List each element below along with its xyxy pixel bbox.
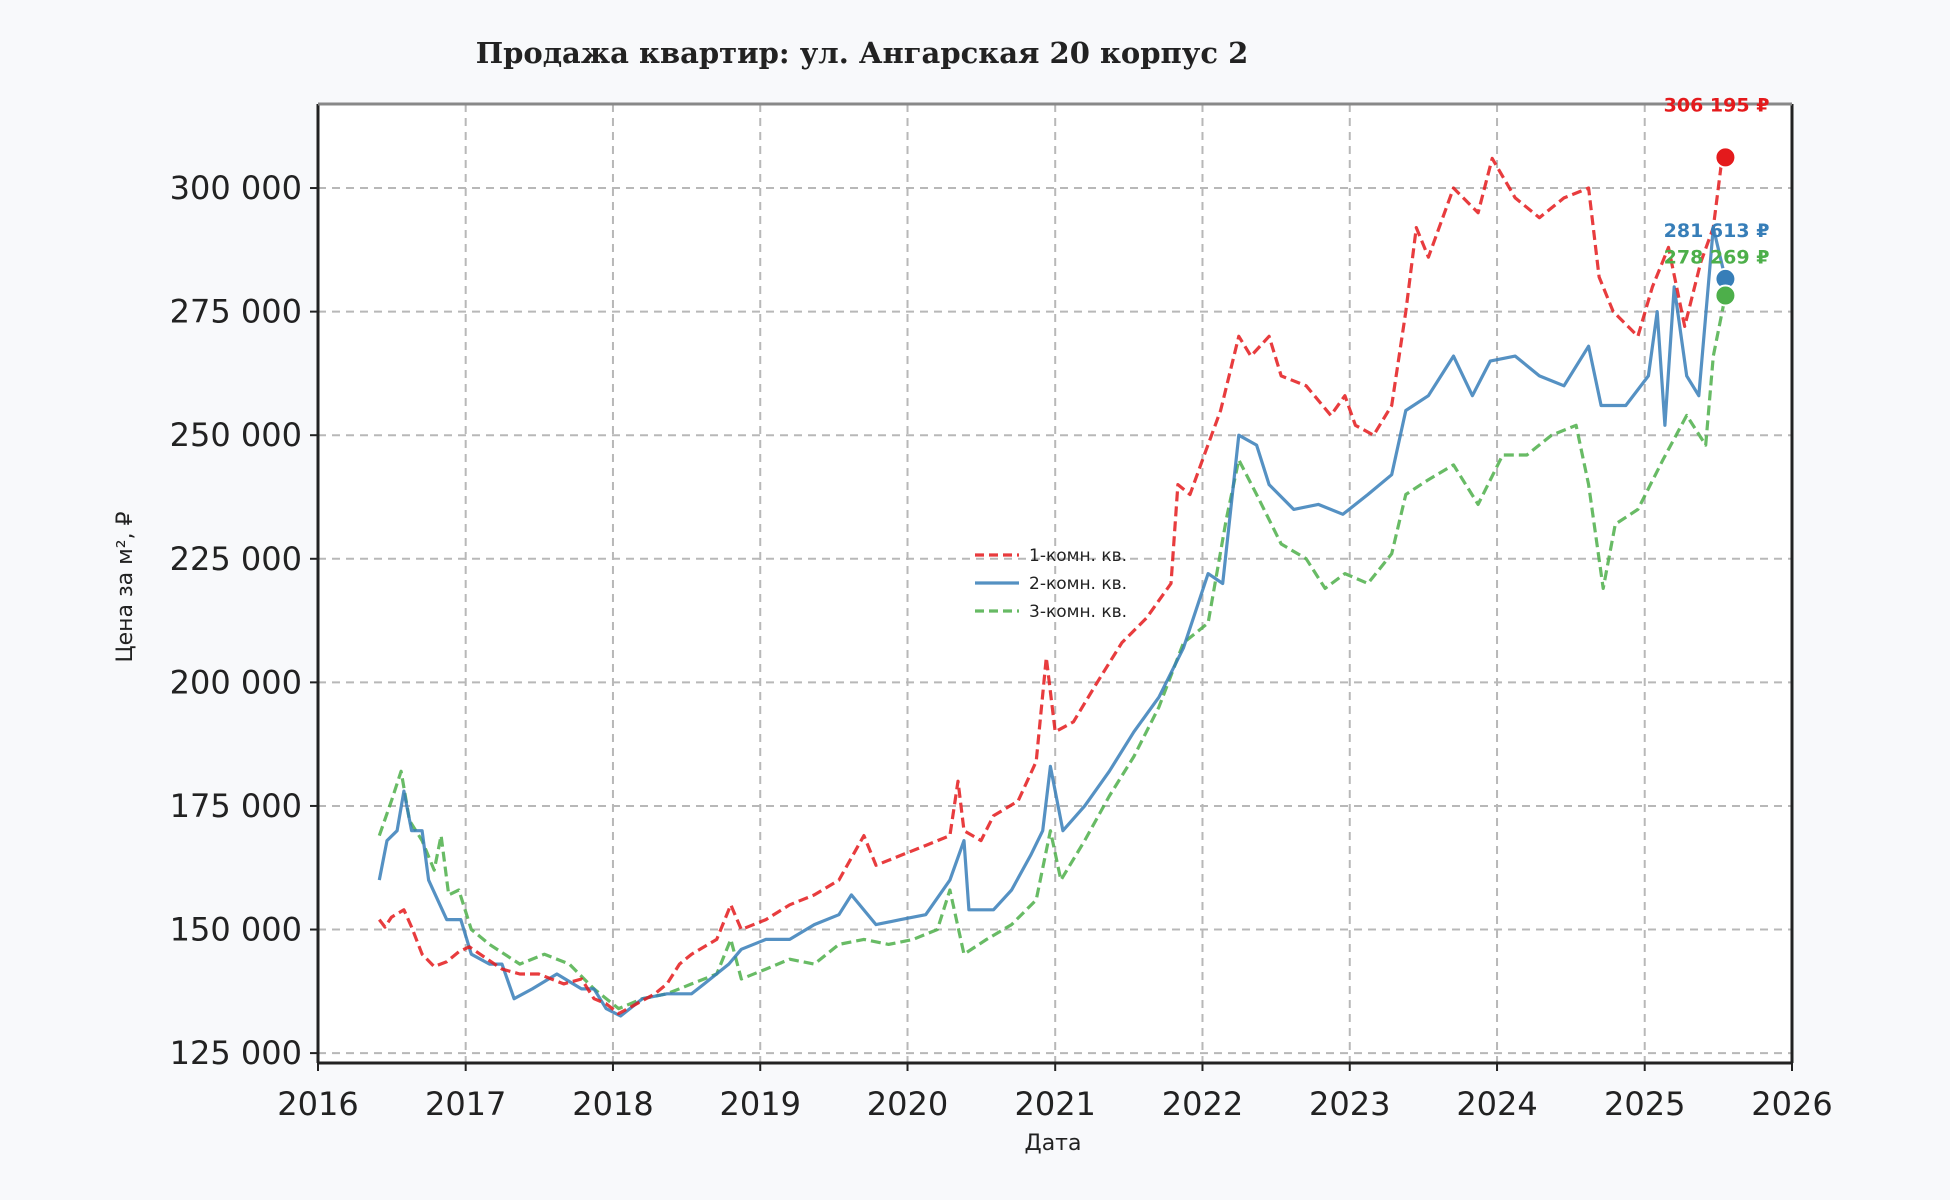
- x-tick-label: 2026: [1751, 1085, 1832, 1123]
- series-line-1k: [378, 156, 1727, 1016]
- grid: [317, 104, 1793, 1063]
- x-tick-label: 2025: [1604, 1085, 1685, 1123]
- x-tick-label: 2017: [425, 1085, 506, 1123]
- x-tick-label: 2022: [1162, 1085, 1243, 1123]
- x-tick-label: 2016: [277, 1085, 358, 1123]
- legend-label-3k: 3-комн. кв.: [1029, 602, 1127, 622]
- y-tick-label: 225 000: [170, 540, 302, 578]
- x-tick-label: 2024: [1456, 1085, 1537, 1123]
- x-axis-label: Дата: [1025, 1131, 1082, 1156]
- legend: 1-комн. кв. 2-комн. кв. 3-комн. кв.: [975, 546, 1127, 622]
- y-tick-label: 125 000: [170, 1034, 302, 1072]
- endpoint-marker-1k: [1714, 146, 1737, 169]
- series-line-3k: [377, 295, 1727, 1011]
- y-axis-label: Цена за м², ₽: [113, 511, 138, 662]
- x-tick-label: 2019: [720, 1085, 801, 1123]
- legend-label-2k: 2-комн. кв.: [1029, 574, 1127, 594]
- axes: 2016 2017 2018 2019 2020 2021 2022 2023 2024 2025…: [170, 102, 1833, 1123]
- endpoint-marker-3k: [1714, 284, 1737, 307]
- x-tick-label: 2018: [572, 1085, 653, 1123]
- series-line-2k: [377, 226, 1727, 1018]
- x-tick-label: 2020: [867, 1085, 948, 1123]
- legend-label-1k: 1-комн. кв.: [1029, 546, 1127, 566]
- x-tick-label: 2023: [1309, 1085, 1390, 1123]
- endpoint-value-2k: 281 613 ₽: [1664, 220, 1770, 242]
- endpoints: 306 195 ₽ 281 613 ₽ 278 269 ₽: [1664, 94, 1770, 307]
- y-tick-label: 250 000: [170, 416, 302, 454]
- endpoint-value-3k: 278 269 ₽: [1664, 246, 1770, 268]
- chart-title: Продажа квартир: ул. Ангарская 20 корпус…: [476, 36, 1249, 70]
- y-tick-label: 275 000: [170, 293, 302, 331]
- endpoint-value-1k: 306 195 ₽: [1664, 94, 1770, 116]
- y-tick-label: 300 000: [170, 169, 302, 207]
- x-tick-label: 2021: [1014, 1085, 1095, 1123]
- y-tick-label: 200 000: [170, 663, 302, 701]
- y-tick-label: 175 000: [170, 787, 302, 825]
- y-tick-label: 150 000: [170, 911, 302, 949]
- series-layer: [377, 156, 1727, 1018]
